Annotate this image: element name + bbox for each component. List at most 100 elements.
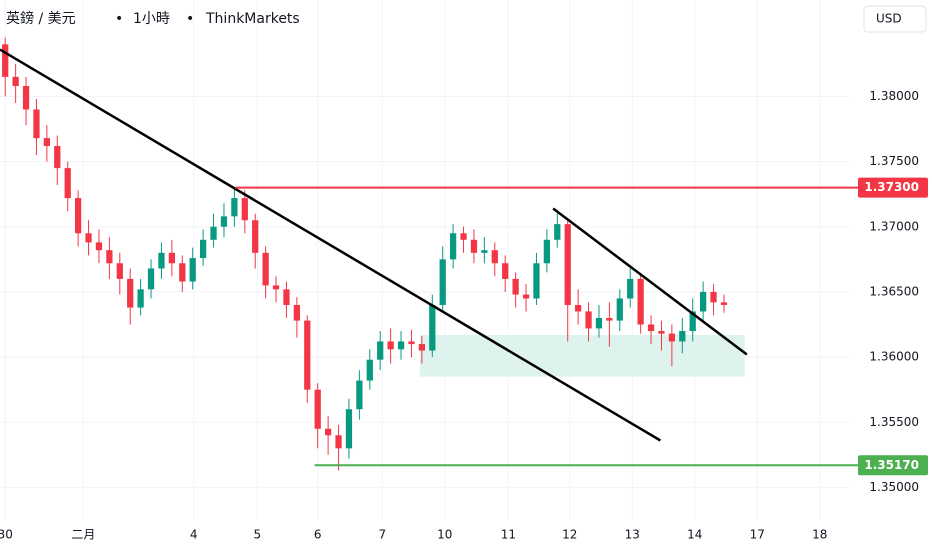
candle-body — [554, 224, 561, 240]
candle-body — [272, 285, 280, 290]
candle-body — [85, 233, 92, 243]
candle-body — [231, 198, 238, 217]
header: 英鎊 / 美元 • 1小時 • ThinkMarkets — [6, 10, 300, 27]
candle-body — [575, 304, 582, 312]
candle-body — [606, 317, 613, 321]
candle-body — [668, 333, 675, 342]
candle-body — [689, 311, 696, 332]
candle-body — [116, 263, 123, 279]
candle-body — [377, 341, 384, 360]
currency[interactable]: USD — [876, 12, 902, 26]
candle-body — [533, 263, 540, 299]
candle-body — [470, 239, 478, 253]
candle-body — [522, 294, 530, 299]
y-tick-label: 1.36500 — [869, 284, 919, 298]
level-tag — [858, 177, 928, 198]
candle-body — [127, 278, 134, 308]
candle-body — [189, 258, 196, 282]
y-tick-label: 1.35000 — [869, 480, 919, 494]
candle-body — [710, 291, 717, 303]
symbol: 英鎊 / 美元 — [6, 10, 76, 27]
level-label: 1.35170 — [864, 458, 919, 472]
candle-body — [543, 239, 550, 264]
candle-body — [450, 233, 457, 260]
candle-body — [460, 233, 467, 240]
candle-body — [64, 168, 71, 199]
candle-body — [137, 289, 144, 308]
zone — [419, 334, 745, 377]
candle-body — [408, 341, 415, 345]
candle-body — [12, 76, 19, 87]
candle-body — [43, 138, 50, 146]
x-tick-label: 18 — [812, 528, 827, 542]
x-tick-label: 7 — [378, 528, 386, 542]
candle-body — [627, 278, 634, 299]
candle-body — [679, 331, 686, 342]
currency-button[interactable] — [863, 5, 927, 33]
candle-body — [210, 226, 217, 240]
candle-body — [95, 242, 103, 251]
candle-body — [418, 344, 425, 351]
level-label: 1.37300 — [864, 180, 919, 194]
candle-body — [491, 250, 498, 264]
candle-body — [314, 389, 321, 429]
candle-body — [429, 304, 436, 351]
candle-body — [387, 341, 394, 350]
candle-body — [658, 331, 665, 334]
x-tick-label: 30 — [0, 528, 13, 542]
candle-body — [700, 291, 707, 312]
candle-body — [564, 224, 571, 305]
level-tag — [858, 455, 928, 476]
candle-body — [262, 252, 269, 286]
separator: • — [186, 11, 194, 27]
y-tick-label: 1.36000 — [869, 350, 919, 364]
x-tick-label: 13 — [625, 528, 640, 542]
trendline — [552, 207, 748, 356]
candle-body — [75, 198, 82, 234]
candle-body — [637, 278, 644, 325]
candle-body — [106, 250, 113, 264]
candle-body — [439, 259, 446, 305]
x-tick-label: 6 — [314, 528, 322, 542]
candle-body — [720, 302, 728, 305]
candle-body — [147, 268, 155, 290]
x-tick-label: 二月 — [71, 528, 95, 542]
candle-body — [325, 428, 332, 436]
candle-body — [585, 311, 592, 329]
y-tick-label: 1.35500 — [869, 415, 919, 429]
candle-body — [220, 216, 228, 227]
candle-body — [33, 109, 40, 139]
candle-body — [158, 252, 165, 269]
interval: 1小時 — [133, 11, 170, 27]
candle-body — [345, 409, 353, 449]
y-tick-label: 1.37500 — [869, 154, 919, 168]
x-tick-label: 5 — [253, 528, 261, 542]
x-tick-label: 11 — [501, 528, 516, 542]
source: ThinkMarkets — [205, 11, 300, 27]
x-tick-label: 4 — [190, 528, 198, 542]
y-tick-label: 1.37000 — [869, 219, 919, 233]
candle-body — [616, 298, 623, 321]
trendline — [0, 48, 662, 442]
x-tick-label: 14 — [687, 528, 702, 542]
candle-body — [304, 320, 311, 390]
y-tick-label: 1.38000 — [869, 89, 919, 103]
candle-body — [366, 359, 373, 381]
candle-body — [252, 220, 259, 253]
candle-body — [168, 252, 175, 264]
candle-body — [2, 44, 9, 77]
candle-body — [356, 380, 363, 410]
x-tick-label: 12 — [562, 528, 577, 542]
candle-body — [241, 198, 248, 221]
candle-body — [283, 289, 290, 305]
candle-body — [335, 435, 342, 449]
candle-body — [179, 263, 186, 282]
candle-body — [200, 239, 207, 259]
candle-body — [293, 304, 300, 321]
candle-body — [54, 145, 61, 169]
candle-body — [647, 324, 655, 332]
x-tick-label: 17 — [750, 528, 765, 542]
candle-body — [502, 263, 509, 279]
candle-body — [22, 86, 30, 110]
